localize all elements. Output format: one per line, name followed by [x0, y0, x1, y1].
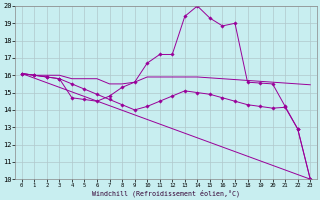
X-axis label: Windchill (Refroidissement éolien,°C): Windchill (Refroidissement éolien,°C)	[92, 189, 240, 197]
